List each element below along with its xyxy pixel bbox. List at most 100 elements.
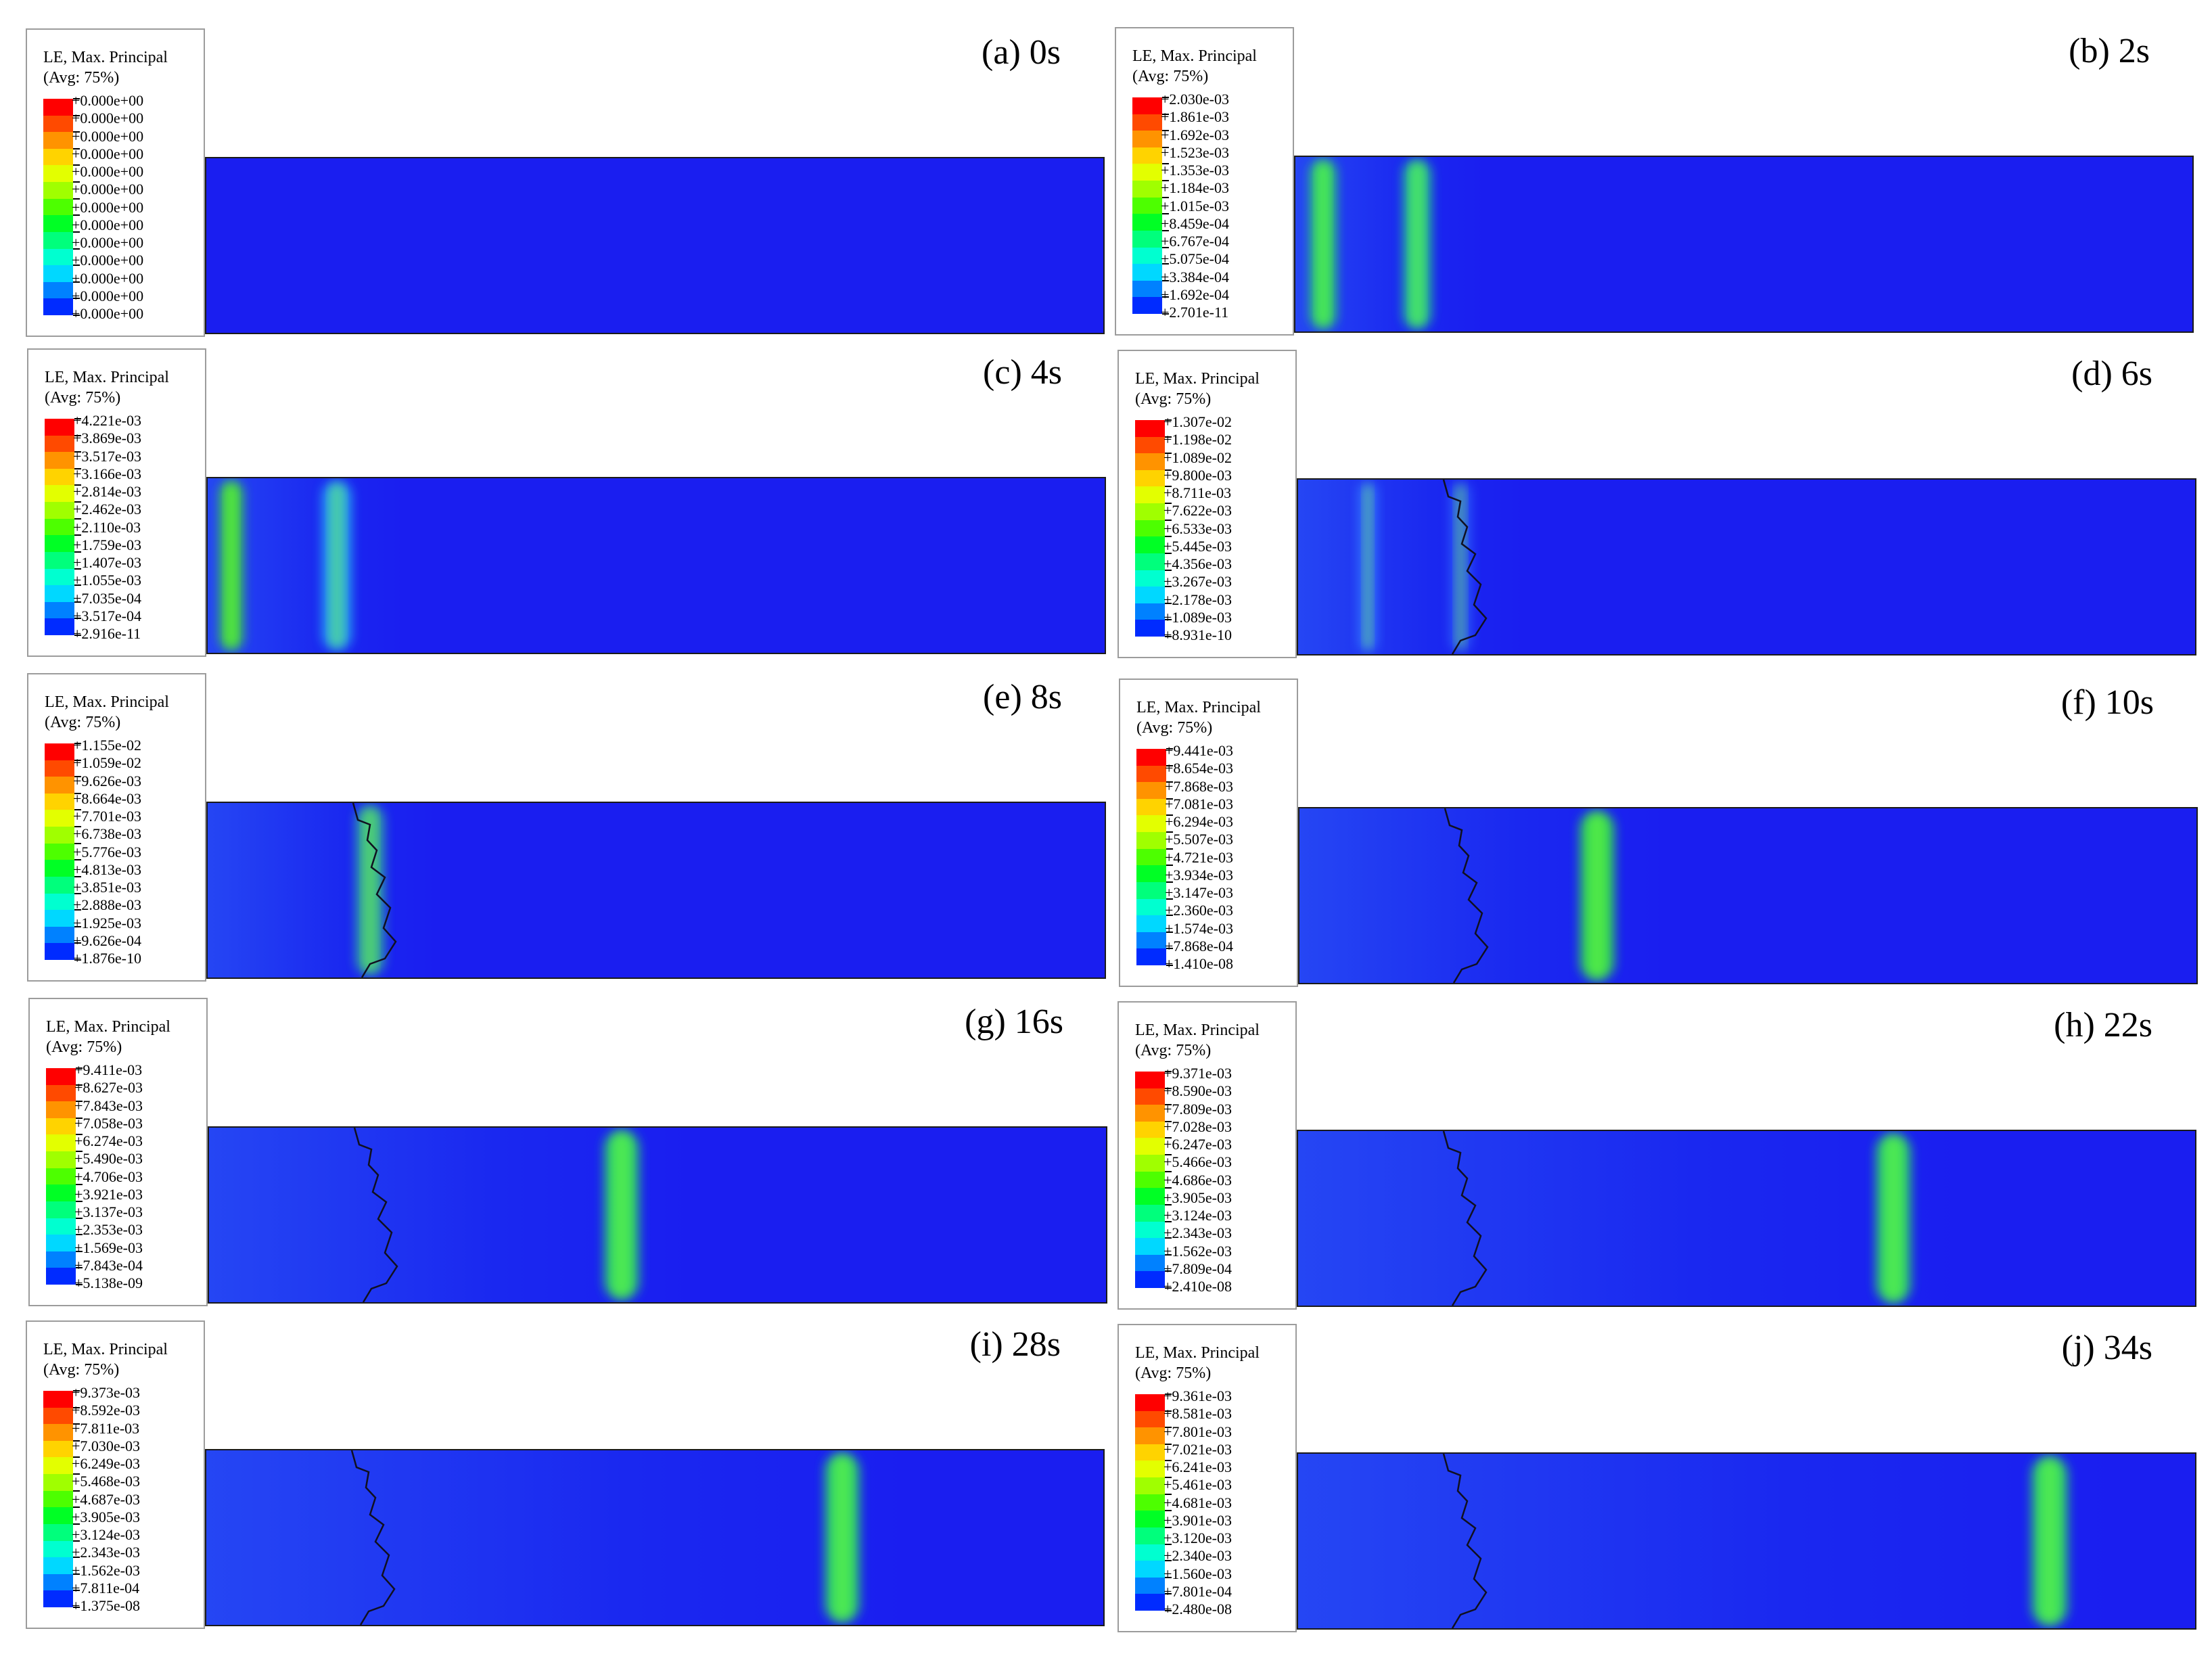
legend-value: +8.627e-03	[74, 1079, 143, 1097]
scale-tick	[73, 1573, 80, 1575]
scale-tick	[1166, 915, 1173, 917]
scale-tick	[1166, 848, 1173, 850]
legend-value: +4.721e-03	[1165, 848, 1233, 866]
scale-swatch	[1135, 1204, 1165, 1222]
scale-swatch	[1135, 603, 1165, 620]
scale-tick	[73, 1440, 80, 1442]
scale-tick	[1166, 748, 1173, 750]
scale-swatch	[1135, 1410, 1165, 1428]
scale-tick	[74, 809, 81, 811]
legend: LE, Max. Principal (Avg: 75%) +2.030e-03 +1…	[1115, 27, 1294, 336]
scale-tick	[74, 859, 81, 861]
scale-swatch	[1135, 1427, 1165, 1445]
scale-tick	[1165, 1203, 1172, 1205]
scale-tick	[1166, 898, 1173, 900]
legend-value: +8.931e-10	[1163, 626, 1232, 644]
disturbed-zone	[206, 1450, 913, 1625]
scale-tick	[1165, 636, 1172, 637]
scale-swatch	[45, 910, 74, 927]
scale-tick	[76, 1067, 83, 1069]
scale-tick	[1165, 1460, 1172, 1462]
legend-value: +9.371e-03	[1163, 1065, 1232, 1082]
legend-value: +8.459e-04	[1161, 214, 1229, 232]
scale-swatch	[1135, 553, 1165, 571]
legend-value: +2.701e-11	[1161, 304, 1229, 321]
legend-value: +6.767e-04	[1161, 233, 1229, 250]
scale-swatch	[45, 618, 74, 636]
legend-title: LE, Max. Principal (Avg: 75%)	[1135, 1020, 1260, 1061]
scale-tick	[74, 534, 81, 536]
legend-value: +0.000e+00	[72, 269, 144, 287]
legend-variable: LE, Max. Principal	[45, 693, 169, 711]
scale-swatch	[1132, 97, 1162, 115]
legend-variable: LE, Max. Principal	[1136, 699, 1261, 716]
scale-tick	[74, 501, 81, 503]
legend-value: +4.356e-03	[1163, 555, 1232, 573]
contour-panel: LE, Max. Principal (Avg: 75%) +9.411e-03 +8…	[28, 998, 1111, 1316]
scale-tick	[73, 164, 80, 166]
scale-swatch	[43, 215, 73, 233]
scale-tick	[73, 1390, 80, 1392]
scale-tick	[73, 1607, 80, 1608]
contour-plot	[209, 1128, 1106, 1302]
scale-swatch	[43, 148, 73, 166]
color-scale	[1136, 748, 1173, 966]
scale-swatch	[45, 518, 74, 536]
legend-value: +9.373e-03	[72, 1384, 140, 1401]
contour-plot	[1299, 808, 2196, 983]
scale-tick	[74, 743, 81, 744]
contour-plot	[206, 1450, 1103, 1625]
legend-value: +1.876e-10	[73, 950, 141, 967]
scale-tick	[73, 298, 80, 300]
scale-tick	[74, 418, 81, 419]
scale-swatch	[1135, 1188, 1165, 1205]
scale-tick	[76, 1234, 83, 1236]
scale-swatch	[1136, 832, 1166, 850]
legend-variable: LE, Max. Principal	[1135, 370, 1260, 388]
legend-value: +1.523e-03	[1161, 143, 1229, 161]
scale-swatch	[1136, 749, 1166, 766]
legend-value: +8.581e-03	[1163, 1405, 1232, 1423]
scale-swatch	[43, 165, 73, 183]
scale-swatch	[46, 1268, 76, 1285]
scale-tick	[74, 875, 81, 877]
scale-tick	[73, 181, 80, 183]
scale-tick	[1162, 97, 1169, 98]
legend-value: +2.353e-03	[74, 1221, 143, 1239]
scale-tick	[1166, 881, 1173, 883]
legend-value: +3.901e-03	[1163, 1511, 1232, 1529]
legend-variable: LE, Max. Principal	[1135, 1021, 1260, 1039]
fracture-line	[350, 1450, 396, 1625]
scale-tick	[1166, 948, 1173, 950]
scale-tick	[1162, 279, 1169, 281]
legend-value: +3.905e-03	[1163, 1189, 1232, 1206]
legend-value: +9.411e-03	[74, 1061, 143, 1078]
legend-value: +2.110e-03	[73, 518, 141, 536]
scale-tick	[73, 315, 80, 316]
scale-tick	[1165, 1510, 1172, 1512]
legend-value: +3.166e-03	[73, 465, 141, 482]
scale-tick	[1165, 1270, 1172, 1272]
strain-wave-core	[1590, 814, 1604, 978]
scale-swatch	[45, 943, 74, 961]
scale-tick	[1165, 1154, 1172, 1156]
legend-value: +4.221e-03	[73, 412, 141, 429]
strain-wave-core	[331, 484, 343, 647]
legend: LE, Max. Principal (Avg: 75%) +9.371e-03 +8…	[1117, 1001, 1297, 1310]
legend: LE, Max. Principal (Avg: 75%) +9.373e-03 +8…	[26, 1320, 205, 1629]
scale-tick	[1165, 1560, 1172, 1562]
legend-value: +2.480e-08	[1163, 1601, 1232, 1618]
scale-swatch	[1135, 436, 1165, 454]
scale-swatch	[1136, 815, 1166, 833]
scale-tick	[1165, 1087, 1172, 1089]
contour-panel: LE, Max. Principal (Avg: 75%) +9.371e-03 +8…	[1117, 1001, 2200, 1319]
legend-value: +3.905e-03	[72, 1508, 140, 1525]
legend-value: +7.021e-03	[1163, 1440, 1232, 1458]
legend-value: +0.000e+00	[72, 234, 144, 252]
scale-tick	[1165, 503, 1172, 505]
scale-tick	[1165, 453, 1172, 455]
strain-wave-core	[2042, 1459, 2057, 1623]
scale-swatch	[1136, 932, 1166, 949]
legend-value: +4.813e-03	[73, 860, 141, 878]
fracture-line	[1444, 808, 1489, 983]
